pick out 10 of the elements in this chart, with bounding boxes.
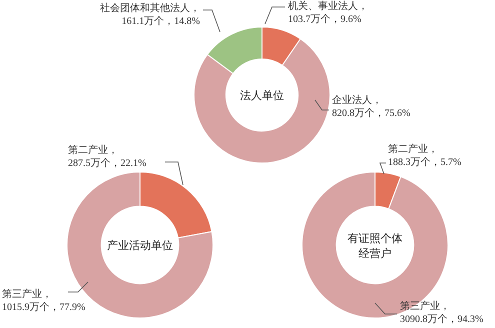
slice-label: 第二产业 bbox=[388, 144, 428, 155]
slice-label: 社会团体和其他法人 bbox=[100, 3, 190, 14]
text: 法人单位 bbox=[240, 89, 284, 102]
slice-label: 第三产业 bbox=[400, 301, 440, 312]
text: 产业活动单位 bbox=[107, 239, 173, 252]
slice-label: 第三产业 bbox=[2, 289, 42, 300]
slice-label: 机关、事业法人 bbox=[288, 1, 358, 12]
slice-label: 第二产业 bbox=[68, 145, 108, 156]
slice-label: 企业法人 bbox=[332, 95, 372, 106]
text: 有证照个体经营户 bbox=[348, 233, 402, 260]
